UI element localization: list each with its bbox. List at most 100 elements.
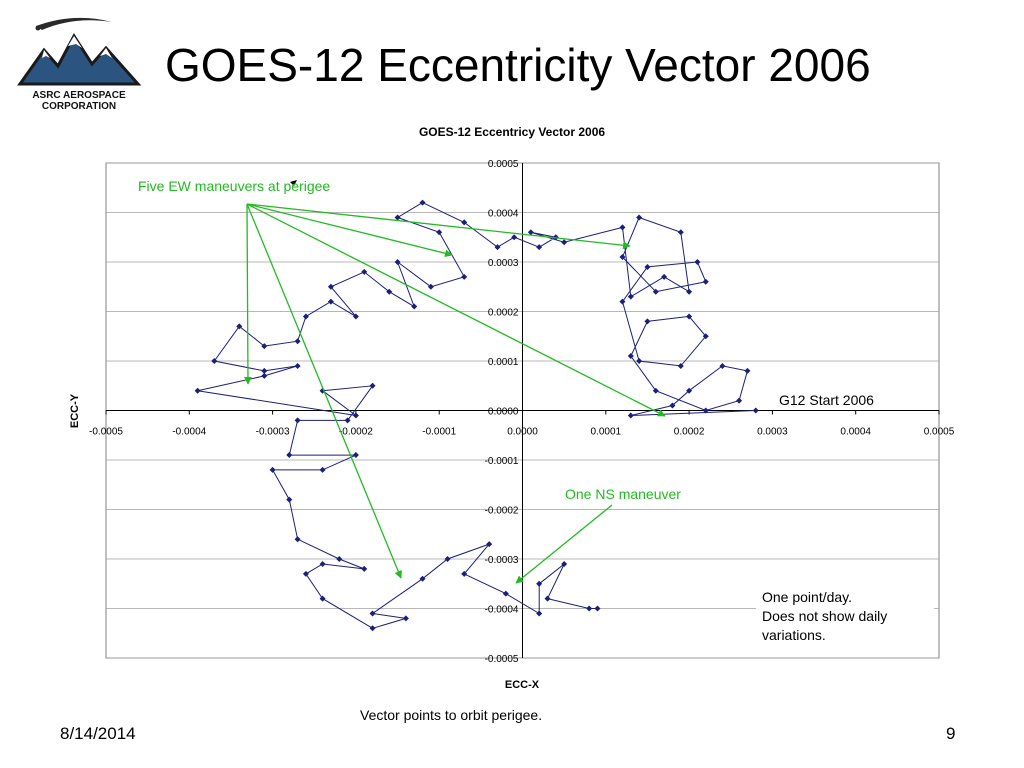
data-point [661,273,668,280]
data-point [702,333,709,340]
data-point [319,560,326,567]
data-point [736,397,743,404]
data-point [536,244,543,251]
data-point [527,229,534,236]
y-tick-label: -0.0003 [485,555,519,566]
annotation-ns-maneuver: One NS maneuver [565,486,681,502]
x-tick-label: 0.0002 [674,427,705,438]
x-tick-label: 0.0004 [840,427,871,438]
data-point [369,610,376,617]
data-point [686,387,693,394]
y-tick-label: 0.0000 [488,407,519,418]
y-tick-label: -0.0001 [485,456,519,467]
logo-dot-icon [35,25,41,31]
ew-maneuver-arrow [246,203,402,579]
data-point [586,605,593,612]
asrc-logo: ASRC AEROSPACE CORPORATION [17,17,142,112]
note-box: One point/day. Does not show daily varia… [756,588,934,650]
x-tick-labels: -0.0005 -0.0004 -0.0003 -0.0002 -0.0001 0.000… [89,427,955,438]
data-point [619,224,626,231]
data-point [327,283,334,290]
data-point [344,417,351,424]
ew-maneuver-arrow [244,203,252,385]
data-point [536,610,543,617]
data-point [694,259,701,265]
data-point [261,372,268,379]
data-point [411,303,418,310]
data-point [627,353,634,360]
y-tick-label: -0.0002 [485,506,519,517]
logo-text-line1: ASRC AEROSPACE [32,90,126,101]
data-point [394,259,401,265]
y-axis-label: ECC-Y [69,393,81,428]
data-point [686,313,693,320]
data-point [302,313,309,320]
y-tick-label: 0.0001 [488,357,519,368]
data-point [269,466,276,473]
data-point [436,229,443,236]
data-point [627,293,634,300]
data-point [719,362,726,369]
data-point [286,452,293,459]
y-tick-labels: 0.0005 0.0004 0.0003 0.0002 0.0001 0.0000 -0.0… [485,159,519,665]
data-point [402,615,409,622]
data-point [511,234,518,241]
y-tick-label: 0.0003 [488,258,519,269]
data-point [261,367,268,374]
note-line-1: One point/day. [762,589,853,605]
x-tick-label: 0.0001 [591,427,622,438]
data-point [427,283,434,290]
data-point [194,387,201,394]
data-point [619,298,626,305]
series-points [194,199,759,632]
data-point [636,214,643,221]
data-point [652,288,659,295]
data-point [286,496,293,503]
data-point [619,254,626,261]
data-point [236,323,243,330]
data-point [561,560,568,567]
x-axis-label: ECC-X [505,679,540,691]
x-tick-label: 0.0005 [924,427,955,438]
y-tick-label: 0.0002 [488,308,519,319]
data-point [361,565,368,572]
x-tick-label: -0.0003 [256,427,290,438]
data-point [386,288,393,295]
data-point [594,605,601,612]
data-point [294,536,301,543]
ew-maneuver-arrow [246,203,631,250]
chart-title: GOES-12 Eccentricy Vector 2006 [419,125,605,139]
data-point [352,313,359,320]
data-point [544,595,551,602]
data-point [327,298,334,305]
ew-maneuver-arrow [246,203,666,417]
data-point [419,199,426,206]
logo-text-line2: CORPORATION [42,101,116,112]
pointer-icon [290,180,297,186]
ew-maneuver-arrow [246,203,453,258]
note-line-3: variations. [762,627,826,643]
data-point [677,229,684,236]
data-point [361,268,368,275]
annotation-ew-maneuvers: Five EW maneuvers at perigee [138,178,330,194]
data-point [319,466,326,473]
data-point [677,362,684,369]
x-tick-label: -0.0005 [89,427,123,438]
x-tick-label: 0.0003 [757,427,788,438]
data-point [652,387,659,394]
x-tick-label: 0.0000 [507,427,538,438]
data-point [669,402,676,409]
ns-maneuver-arrow [515,504,613,584]
data-point [494,244,501,251]
data-point [352,452,359,459]
data-point [444,556,451,562]
y-tick-label: 0.0004 [488,209,519,220]
data-point [294,362,301,369]
data-point [752,407,759,414]
slide-title: GOES-12 Eccentricity Vector 2006 [165,39,871,91]
y-tick-label: -0.0004 [485,605,519,616]
data-point [261,343,268,350]
data-point [394,214,401,221]
data-point [636,358,643,364]
